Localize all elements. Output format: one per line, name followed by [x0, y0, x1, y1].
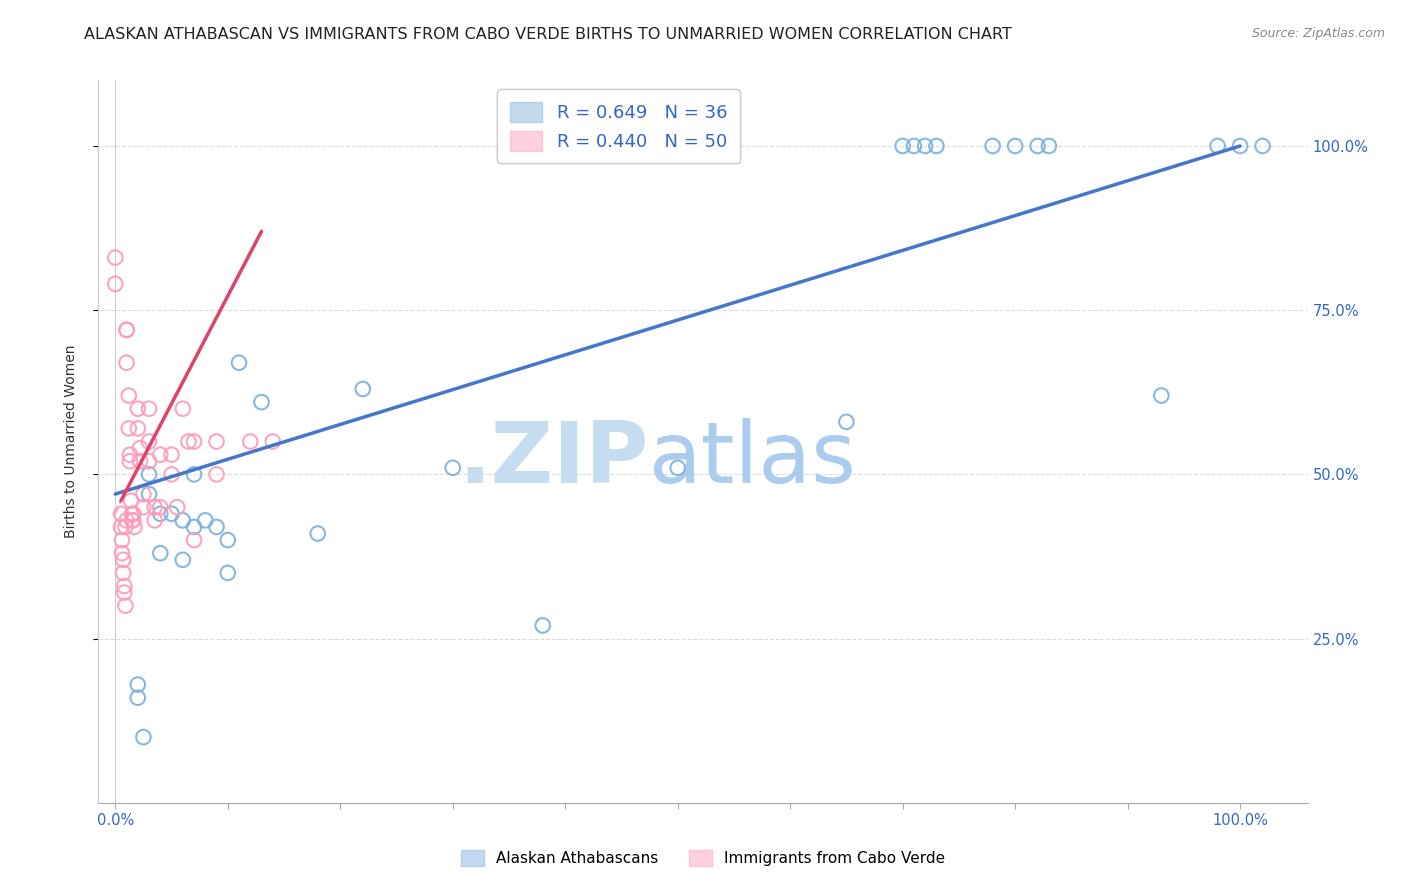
Point: [110, 520, 132, 534]
Point: [1229, 139, 1251, 153]
Point: [149, 500, 172, 515]
Point: [194, 513, 217, 527]
Legend: Alaskan Athabascans, Immigrants from Cabo Verde: Alaskan Athabascans, Immigrants from Cab…: [451, 841, 955, 875]
Point: [160, 507, 183, 521]
Point: [104, 251, 127, 265]
Point: [114, 599, 136, 613]
Point: [217, 566, 239, 580]
Point: [307, 526, 329, 541]
Point: [121, 507, 143, 521]
Point: [1251, 139, 1274, 153]
Point: [183, 520, 205, 534]
Point: [112, 585, 135, 599]
Text: ALASKAN ATHABASCAN VS IMMIGRANTS FROM CABO VERDE BIRTHS TO UNMARRIED WOMEN CORRE: ALASKAN ATHABASCAN VS IMMIGRANTS FROM CA…: [84, 27, 1012, 42]
Point: [120, 493, 142, 508]
Point: [127, 401, 149, 416]
Point: [132, 730, 155, 744]
Point: [149, 507, 172, 521]
Point: [925, 139, 948, 153]
Point: [122, 513, 145, 527]
Point: [903, 139, 925, 153]
Point: [138, 467, 160, 482]
Point: [217, 533, 239, 547]
Point: [835, 415, 858, 429]
Point: [172, 401, 194, 416]
Point: [914, 139, 936, 153]
Point: [1206, 139, 1229, 153]
Point: [891, 139, 914, 153]
Point: [111, 546, 134, 560]
Point: [118, 448, 141, 462]
Point: [205, 467, 228, 482]
Point: [138, 401, 160, 416]
Point: [132, 500, 155, 515]
Point: [166, 500, 188, 515]
Point: [132, 487, 155, 501]
Point: [115, 323, 138, 337]
Point: [104, 277, 127, 291]
Point: [205, 434, 228, 449]
Point: [118, 421, 141, 435]
Point: [981, 139, 1004, 153]
Point: [1026, 139, 1049, 153]
Point: [114, 520, 136, 534]
Point: [110, 507, 132, 521]
Text: .ZIP: .ZIP: [458, 418, 648, 501]
Point: [1038, 139, 1060, 153]
Point: [205, 520, 228, 534]
Point: [172, 553, 194, 567]
Point: [441, 460, 464, 475]
Point: [115, 513, 138, 527]
Point: [138, 434, 160, 449]
Point: [160, 467, 183, 482]
Point: [228, 356, 250, 370]
Point: [118, 388, 141, 402]
Point: [112, 566, 135, 580]
Point: [160, 448, 183, 462]
Text: atlas: atlas: [648, 418, 856, 501]
Point: [112, 553, 135, 567]
Point: [115, 356, 138, 370]
Legend: R = 0.649   N = 36, R = 0.440   N = 50: R = 0.649 N = 36, R = 0.440 N = 50: [496, 89, 740, 163]
Point: [129, 454, 152, 468]
Point: [127, 690, 149, 705]
Point: [666, 460, 689, 475]
Point: [138, 454, 160, 468]
Point: [183, 467, 205, 482]
Point: [129, 441, 152, 455]
Point: [115, 323, 138, 337]
Point: [1004, 139, 1026, 153]
Point: [262, 434, 284, 449]
Point: [177, 434, 200, 449]
Y-axis label: Births to Unmarried Women: Births to Unmarried Women: [63, 345, 77, 538]
Point: [149, 546, 172, 560]
Point: [111, 533, 134, 547]
Point: [239, 434, 262, 449]
Text: Source: ZipAtlas.com: Source: ZipAtlas.com: [1251, 27, 1385, 40]
Point: [121, 513, 143, 527]
Point: [143, 500, 166, 515]
Point: [250, 395, 273, 409]
Point: [1150, 388, 1173, 402]
Point: [183, 533, 205, 547]
Point: [531, 618, 554, 632]
Point: [172, 513, 194, 527]
Point: [118, 454, 141, 468]
Point: [149, 448, 172, 462]
Point: [183, 434, 205, 449]
Point: [127, 677, 149, 691]
Point: [122, 507, 145, 521]
Point: [124, 520, 146, 534]
Point: [143, 513, 166, 527]
Point: [127, 421, 149, 435]
Point: [352, 382, 374, 396]
Point: [138, 487, 160, 501]
Point: [112, 579, 135, 593]
